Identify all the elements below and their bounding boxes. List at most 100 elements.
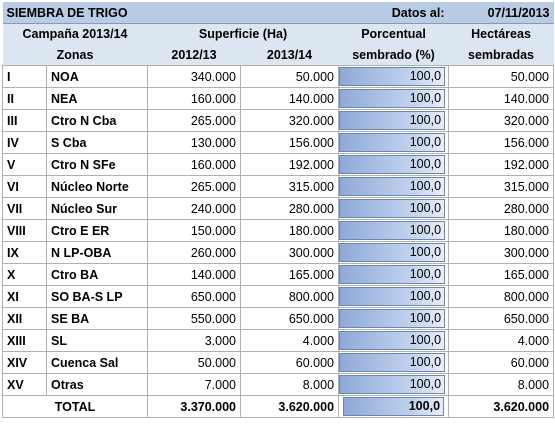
pct-value: 100,0	[409, 311, 442, 325]
pct-value: 100,0	[409, 113, 442, 127]
surface-2013: 650.000	[239, 307, 340, 330]
pct-cell: 100,0	[338, 131, 450, 154]
surface-2012: 340.000	[147, 65, 241, 88]
surface-2013: 300.000	[239, 241, 340, 264]
roman-numeral: VII	[2, 197, 47, 220]
date-label: Datos al:	[338, 2, 449, 24]
roman-numeral: XIV	[2, 351, 47, 374]
campaign-label: Campaña 2013/14	[2, 23, 148, 44]
pct-cell: 100,0	[338, 285, 450, 308]
pct-value: 100,0	[409, 355, 442, 369]
sown-ha: 800.000	[448, 285, 555, 308]
sown-ha: 165.000	[448, 263, 555, 286]
pct-value: 100,0	[409, 91, 442, 105]
pct-value: 100,0	[409, 245, 442, 259]
roman-numeral: XV	[2, 373, 47, 396]
zone-name: Cuenca Sal	[46, 351, 148, 374]
column-header-row-1: Campaña 2013/14 Superficie (Ha) Porcentu…	[2, 23, 554, 44]
sown-ha: 60.000	[448, 351, 555, 374]
table-row: V Ctro N SFe 160.000 192.000 100,0 192.000	[2, 153, 555, 176]
table-row: XII SE BA 550.000 650.000 100,0 650.000	[2, 307, 555, 330]
pct-cell: 100,0	[338, 219, 450, 242]
pct-value: 100,0	[409, 377, 442, 391]
year1-header: 2012/13	[147, 44, 241, 66]
table-row: XI SO BA-S LP 650.000 800.000 100,0 800.000	[2, 285, 555, 308]
pct-cell: 100,0	[338, 109, 450, 132]
zone-name: Ctro N Cba	[46, 109, 148, 132]
surface-2012: 265.000	[147, 109, 241, 132]
roman-numeral: II	[2, 87, 47, 110]
zone-name: Ctro N SFe	[46, 153, 148, 176]
surface-2013: 165.000	[239, 263, 340, 286]
pct-value: 100,0	[409, 267, 442, 281]
surface-2012: 650.000	[147, 285, 241, 308]
surface-2012: 260.000	[147, 241, 241, 264]
date-value: 07/11/2013	[448, 2, 554, 24]
pct-bar: 100,0	[339, 199, 446, 218]
table-row: IX N LP-OBA 260.000 300.000 100,0 300.000	[2, 241, 555, 264]
pct-bar: 100,0	[339, 155, 446, 174]
sown-ha: 156.000	[448, 131, 555, 154]
surface-2013: 192.000	[239, 153, 340, 176]
pct-bar: 100,0	[339, 265, 446, 284]
zone-name: N LP-OBA	[46, 241, 148, 264]
surface-2012: 150.000	[147, 219, 241, 242]
wheat-sowing-report: SIEMBRA DE TRIGO Datos al: 07/11/2013 Ca…	[2, 2, 555, 418]
surface-2013: 156.000	[239, 131, 340, 154]
table-row: II NEA 160.000 140.000 100,0 140.000	[2, 87, 555, 110]
pct-bar: 100,0	[339, 287, 446, 306]
sown-ha: 4.000	[448, 329, 555, 352]
sowing-table: SIEMBRA DE TRIGO Datos al: 07/11/2013 Ca…	[2, 2, 555, 418]
table-row: IV S Cba 130.000 156.000 100,0 156.000	[2, 131, 555, 154]
pct-cell: 100,0	[338, 197, 450, 220]
sown-ha: 50.000	[448, 65, 555, 88]
roman-numeral: X	[2, 263, 47, 286]
zone-name: Otras	[46, 373, 148, 396]
title-row: SIEMBRA DE TRIGO Datos al: 07/11/2013	[2, 2, 554, 24]
pct-bar: 100,0	[339, 111, 446, 130]
zone-name: Ctro BA	[46, 263, 148, 286]
surface-2012: 240.000	[147, 197, 241, 220]
total-pct-value: 100,0	[408, 399, 441, 413]
report-title: SIEMBRA DE TRIGO	[2, 2, 339, 24]
zone-name: SL	[46, 329, 148, 352]
pct-bar: 100,0	[339, 177, 446, 196]
surface-2013: 50.000	[239, 65, 340, 88]
surface-2013: 315.000	[239, 175, 340, 198]
total-sown-ha: 3.620.000	[448, 395, 555, 418]
pct-value: 100,0	[409, 201, 442, 215]
table-row: VII Núcleo Sur 240.000 280.000 100,0 280.000	[2, 197, 555, 220]
zone-name: SE BA	[46, 307, 148, 330]
sown-ha: 320.000	[448, 109, 555, 132]
ha-header-line2: sembradas	[448, 44, 554, 66]
pct-bar: 100,0	[339, 375, 446, 394]
pct-bar: 100,0	[339, 243, 446, 262]
pct-cell: 100,0	[338, 263, 450, 286]
pct-value: 100,0	[409, 223, 442, 237]
table-row: VIII Ctro E ER 150.000 180.000 100,0 180.000	[2, 219, 555, 242]
total-row: TOTAL 3.370.000 3.620.000 100,0 3.620.00…	[2, 395, 555, 418]
ha-header-line1: Hectáreas	[448, 23, 554, 44]
total-pct-cell: 100,0	[338, 395, 450, 418]
surface-2012: 160.000	[147, 153, 241, 176]
surface-2012: 550.000	[147, 307, 241, 330]
total-surface-2013: 3.620.000	[239, 395, 340, 418]
surface-2012: 140.000	[147, 263, 241, 286]
surface-2013: 800.000	[239, 285, 340, 308]
pct-value: 100,0	[409, 333, 442, 347]
sown-ha: 300.000	[448, 241, 555, 264]
surface-2012: 50.000	[147, 351, 241, 374]
sown-ha: 140.000	[448, 87, 555, 110]
year2-header: 2013/14	[240, 44, 339, 66]
surface-header: Superficie (Ha)	[147, 23, 339, 44]
surface-2013: 60.000	[239, 351, 340, 374]
roman-numeral: VIII	[2, 219, 47, 242]
surface-2012: 7.000	[147, 373, 241, 396]
zone-name: Núcleo Norte	[46, 175, 148, 198]
pct-bar: 100,0	[339, 331, 446, 350]
pct-value: 100,0	[409, 157, 442, 171]
table-row: XIII SL 3.000 4.000 100,0 4.000	[2, 329, 555, 352]
pct-cell: 100,0	[338, 307, 450, 330]
pct-cell: 100,0	[338, 373, 450, 396]
roman-numeral: I	[2, 65, 47, 88]
